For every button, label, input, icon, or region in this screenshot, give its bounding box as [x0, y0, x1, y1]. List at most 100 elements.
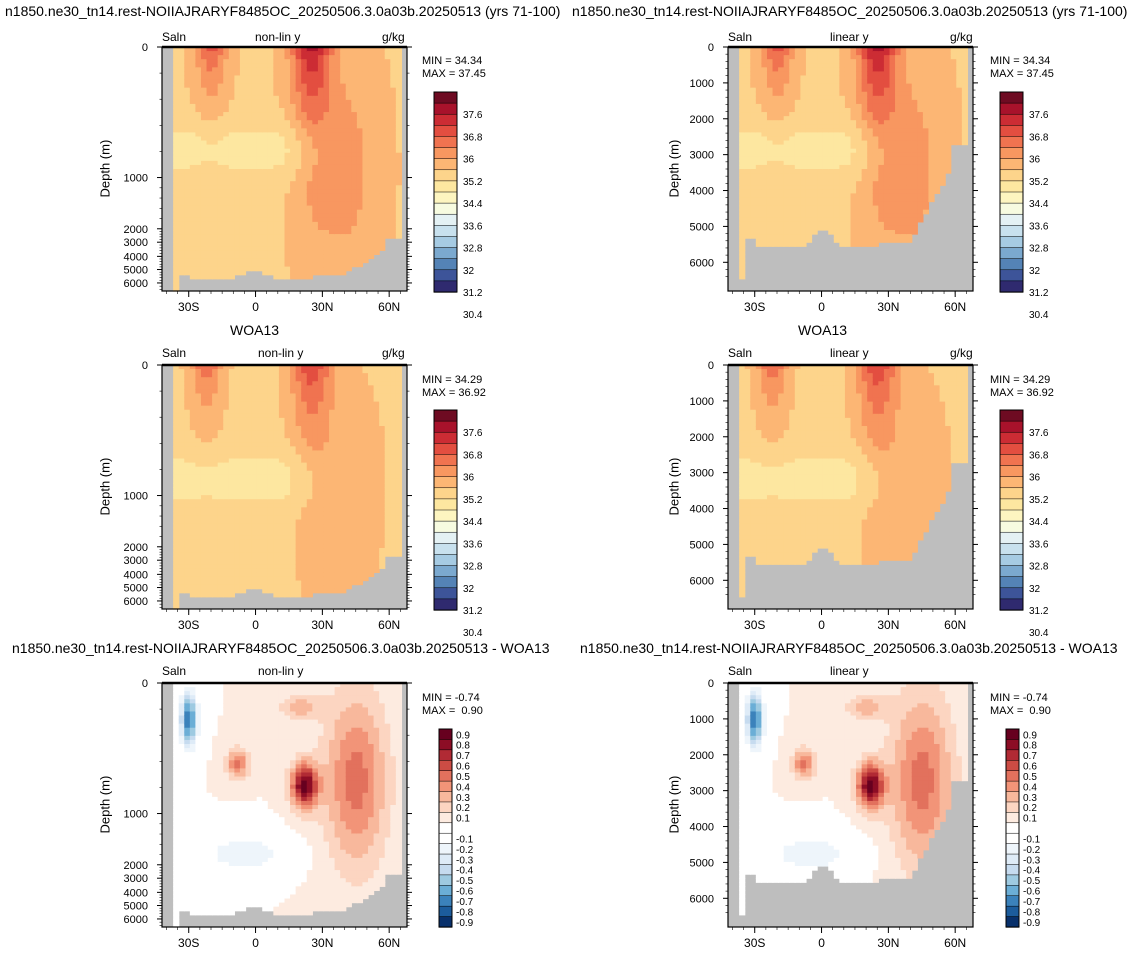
colorbar-label: 36.8	[1029, 132, 1049, 143]
salinity-field	[173, 47, 403, 292]
y-tick-label: 0	[142, 678, 148, 690]
y-tick-label: 0	[708, 360, 714, 372]
x-tick-label: 30S	[744, 618, 765, 632]
colorbar: 37.6 36.8 36 35.2 34.4 33.6 32.8 32 31.2 30.4	[999, 409, 1049, 639]
model-title-right: n1850.ne30_tn14.rest-NOIIAJRARYF8485OC_2…	[572, 3, 1128, 19]
colorbar: 37.6 36.8 36 35.2 34.4 33.6 32.8 32 31.2 30.4	[433, 409, 483, 639]
colorbar-label: -0.2	[456, 845, 474, 856]
y-tick-label: 4000	[124, 251, 148, 263]
x-tick-label: 30S	[178, 300, 199, 314]
colorbar-label: 30.4	[463, 310, 483, 321]
colorbar-label: 35.2	[1029, 495, 1049, 506]
colorbar-label: -0.9	[1023, 918, 1041, 929]
y-tick-label: 5000	[124, 901, 148, 913]
scale-label: linear y	[830, 664, 869, 678]
colorbar-label: -0.1	[456, 834, 474, 845]
y-tick-label: 0	[708, 678, 714, 690]
x-tick-label: 30S	[178, 936, 199, 950]
x-tick-label: 60N	[378, 936, 400, 950]
colorbar-label: 0.1	[1023, 814, 1037, 825]
max-label: MAX = 36.92	[990, 387, 1054, 399]
x-tick-label: 60N	[378, 618, 400, 632]
x-tick-label: 0	[252, 300, 259, 314]
y-tick-label: 6000	[124, 278, 148, 290]
y-tick-label: 1000	[124, 491, 148, 503]
x-tick-label: 30S	[178, 618, 199, 632]
min-label: MIN = 34.34	[422, 55, 483, 67]
colorbar-swatch	[1005, 843, 1020, 855]
y-tick-label: 6000	[690, 575, 714, 587]
colorbar-label: 34.4	[1029, 517, 1049, 528]
x-tick-label: 0	[818, 936, 825, 950]
obs-title-right: WOA13	[798, 322, 848, 338]
x-tick-label: 30N	[877, 618, 899, 632]
x-tick-label: 30S	[744, 936, 765, 950]
colorbar-label: 33.6	[463, 539, 483, 550]
colorbar: 37.6 36.8 36 35.2 34.4 33.6 32.8 32 31.2 30.4	[999, 91, 1049, 321]
colorbar-label: 35.2	[1029, 177, 1049, 188]
colorbar-label: 0.4	[1023, 782, 1037, 793]
colorbar-label: 31.2	[463, 288, 483, 299]
colorbar-label: 37.6	[463, 110, 483, 121]
obs-title-left: WOA13	[230, 322, 280, 338]
y-tick-label: 4000	[124, 569, 148, 581]
field-label: Saln	[728, 30, 753, 44]
units-label: g/kg	[382, 346, 405, 360]
colorbar: 37.6 36.8 36 35.2 34.4 33.6 32.8 32 31.2 30.4	[433, 91, 483, 321]
y-tick-label: 6000	[124, 596, 148, 608]
x-tick-label: 30S	[744, 300, 765, 314]
colorbar-label: -0.1	[1023, 834, 1041, 845]
colorbar-label: 0.5	[1023, 772, 1037, 783]
y-tick-label: 5000	[690, 221, 714, 233]
colorbar-label: 36	[463, 155, 475, 166]
y-tick-label: 0	[142, 42, 148, 54]
scale-label: linear y	[830, 30, 869, 44]
colorbar-swatch	[1005, 864, 1020, 876]
field-label: Saln	[728, 346, 753, 360]
colorbar: 0.90.80.70.60.50.40.30.20.1-0.1-0.2-0.3-…	[438, 728, 474, 929]
colorbar-label: 32	[463, 266, 475, 277]
colorbar-label: 35.2	[463, 177, 483, 188]
y-tick-label: 2000	[124, 542, 148, 554]
colorbar-label: 37.6	[463, 428, 483, 439]
colorbar-swatch	[1005, 905, 1020, 918]
colorbar-swatch	[1005, 874, 1020, 886]
colorbar-label: -0.8	[1023, 907, 1041, 918]
min-label: MIN = -0.74	[422, 692, 480, 704]
y-tick-label: 2000	[690, 114, 714, 126]
colorbar-label: 36.8	[463, 132, 483, 143]
colorbar-swatch	[1005, 739, 1020, 751]
y-tick-label: 1000	[124, 173, 148, 185]
colorbar-frame	[433, 91, 458, 293]
salinity-field	[739, 365, 969, 598]
x-tick-label: 0	[818, 618, 825, 632]
colorbar-label: 34.4	[463, 517, 483, 528]
colorbar-swatch	[1005, 916, 1020, 928]
x-tick-label: 0	[252, 618, 259, 632]
colorbar-label: 30.4	[463, 628, 483, 639]
colorbar-label: 30.4	[1029, 628, 1049, 639]
field-label: Saln	[162, 664, 187, 678]
colorbar-swatch	[1005, 728, 1020, 741]
colorbar-label: -0.6	[1023, 887, 1041, 898]
colorbar-label: -0.4	[1023, 866, 1041, 877]
salinity-field	[173, 365, 403, 610]
colorbar-label: 36.8	[1029, 450, 1049, 461]
colorbar-label: -0.7	[1023, 897, 1041, 908]
colorbar-label: 0.5	[456, 772, 470, 783]
y-tick-label: 3000	[690, 468, 714, 480]
y-tick-label: 2000	[124, 224, 148, 236]
colorbar-label: -0.3	[1023, 855, 1041, 866]
units-label: g/kg	[950, 346, 973, 360]
x-tick-label: 0	[252, 936, 259, 950]
max-label: MAX = 37.45	[990, 68, 1054, 80]
diff-title-right: n1850.ne30_tn14.rest-NOIIAJRARYF8485OC_2…	[580, 640, 1118, 656]
colorbar-label: 0.4	[456, 782, 470, 793]
colorbar-label: -0.5	[456, 876, 474, 887]
colorbar-label: 0.2	[456, 803, 470, 814]
field-label: Saln	[728, 664, 753, 678]
colorbar-label: 36	[1029, 473, 1041, 484]
colorbar-label: 34.4	[1029, 199, 1049, 210]
y-tick-label: 4000	[124, 887, 148, 899]
